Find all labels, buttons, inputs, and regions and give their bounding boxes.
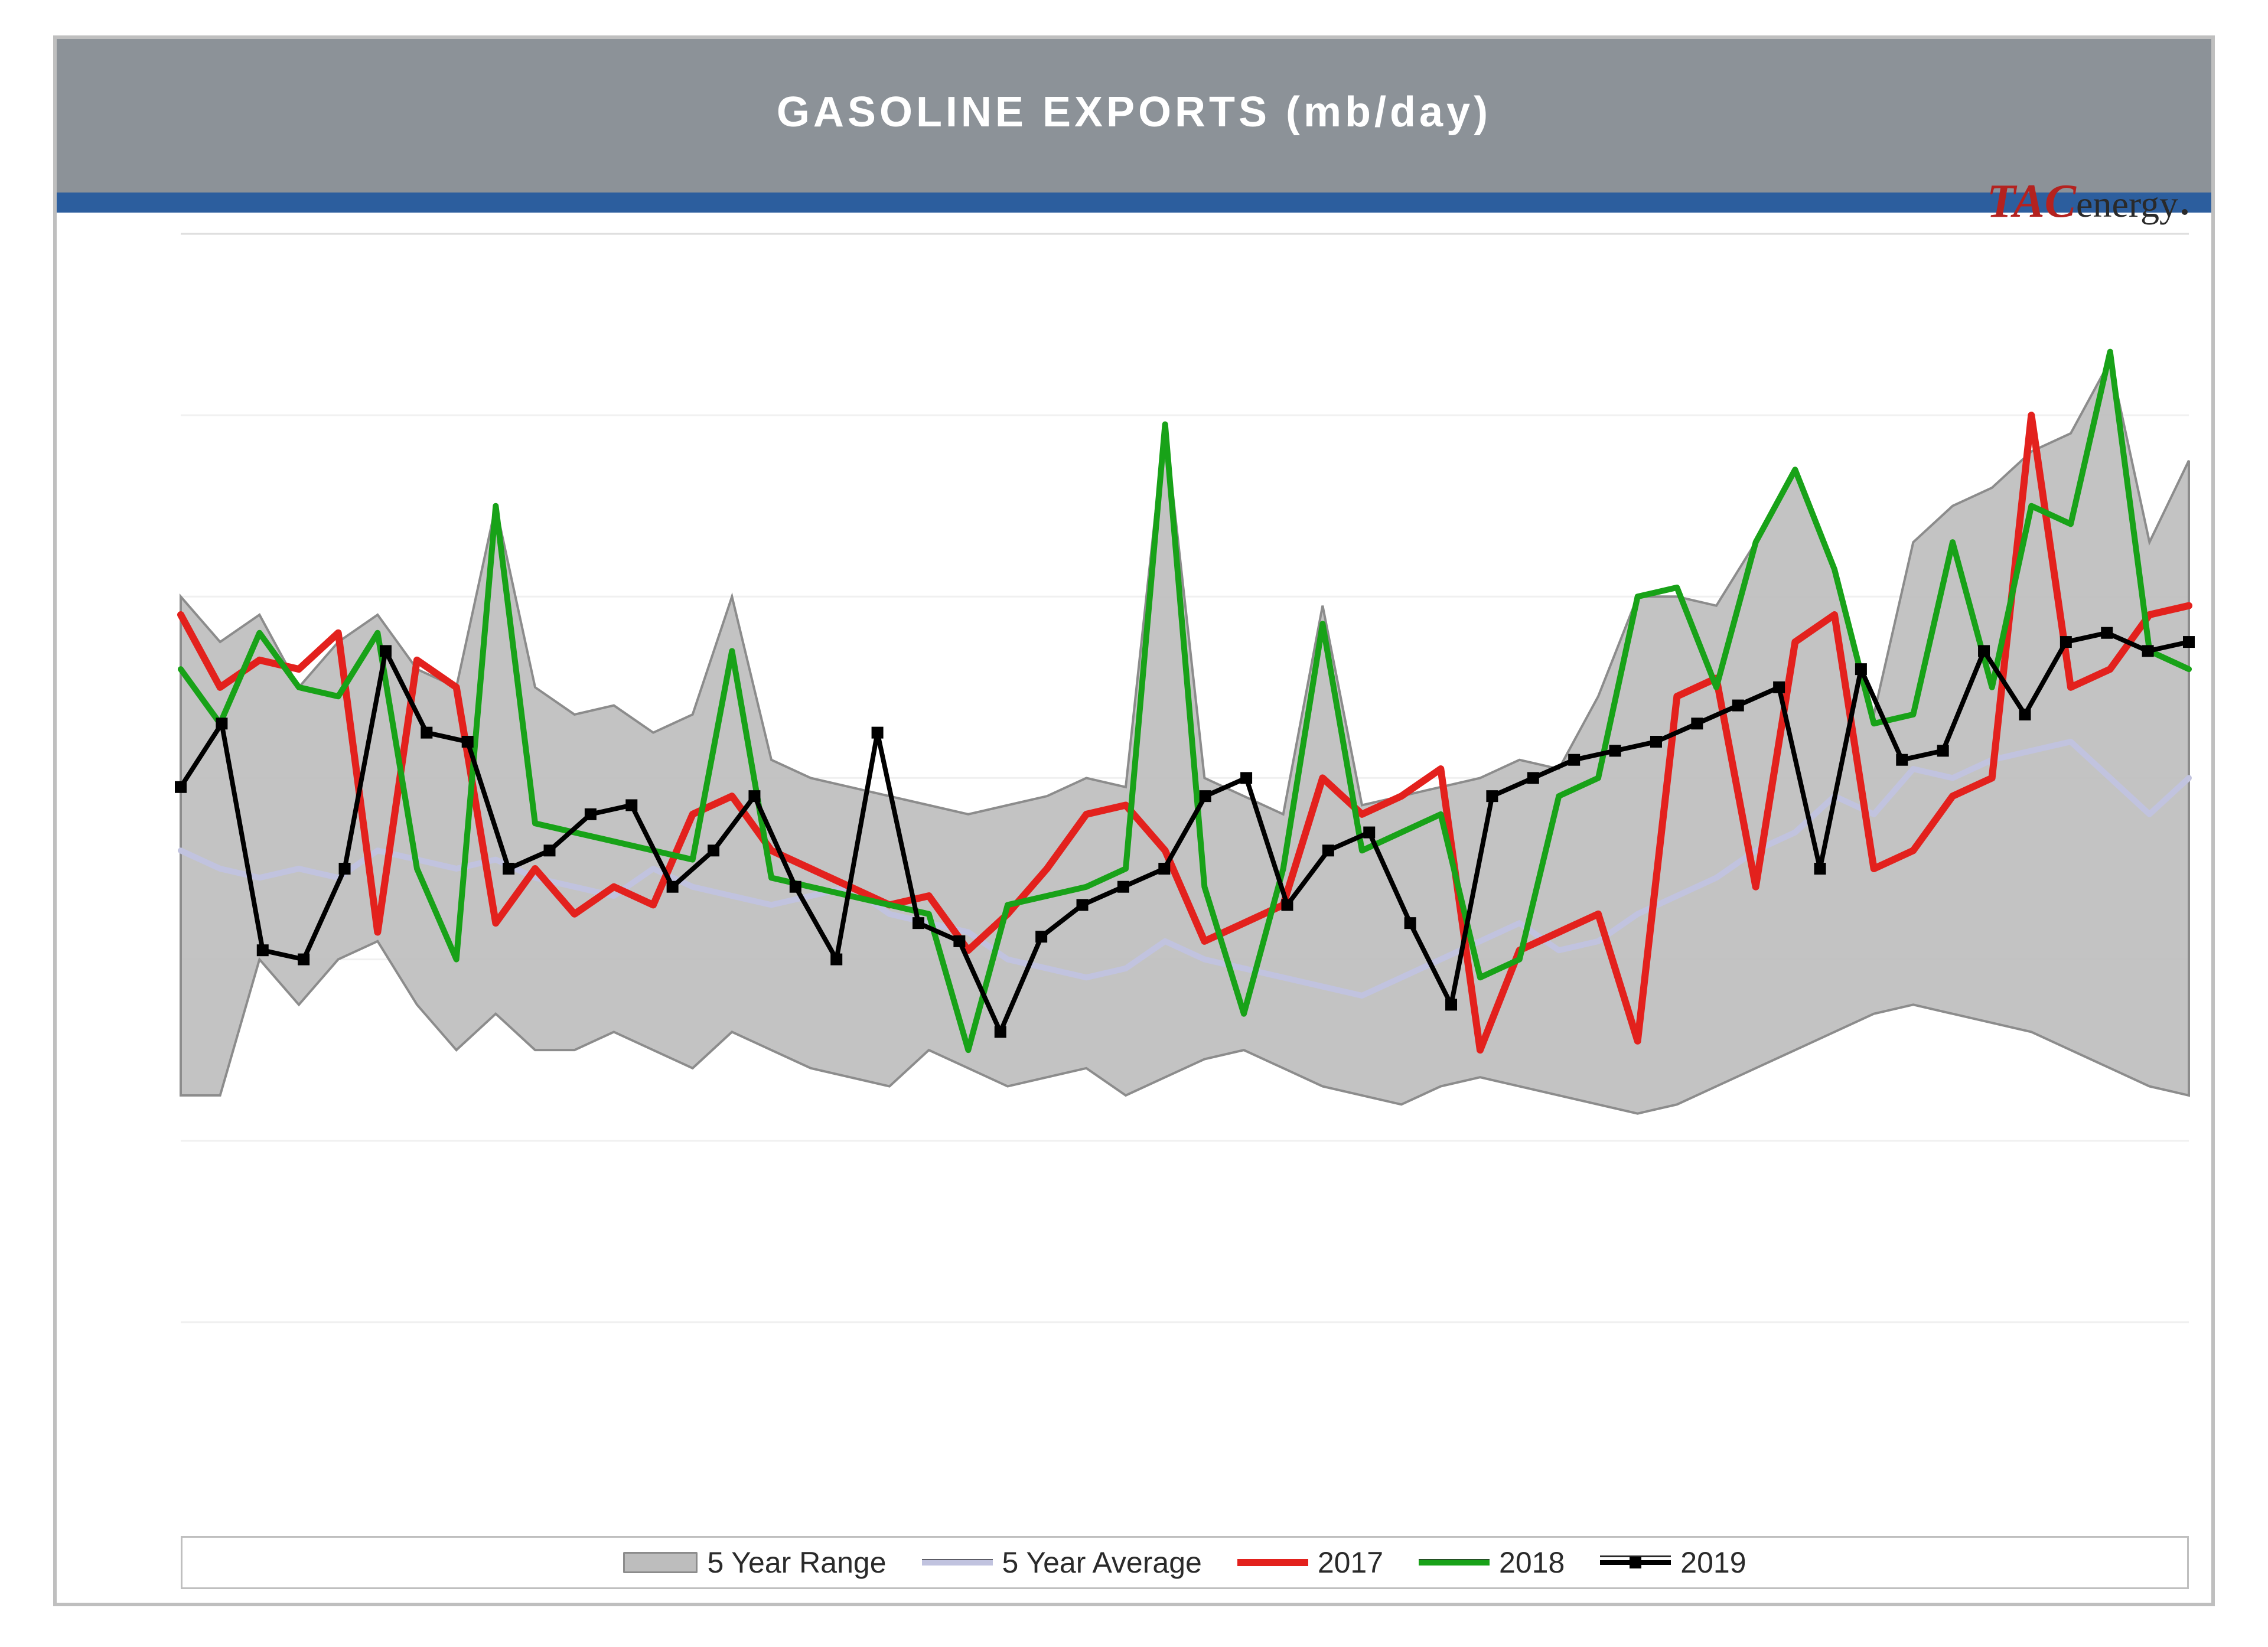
legend-swatch-avg bbox=[922, 1559, 993, 1566]
series-y2019-marker bbox=[1200, 790, 1211, 802]
series-y2019-marker bbox=[995, 1026, 1006, 1038]
series-y2019-marker bbox=[1814, 863, 1826, 875]
series-5yr-range bbox=[181, 361, 2189, 1114]
plot-area bbox=[181, 234, 2189, 1504]
legend-item-range: 5 Year Range bbox=[623, 1545, 886, 1580]
series-y2019-marker bbox=[1568, 754, 1580, 766]
series-y2019-marker bbox=[1937, 745, 1949, 756]
series-y2019-marker bbox=[748, 790, 760, 802]
legend-swatch-range bbox=[623, 1552, 698, 1573]
series-y2019-marker bbox=[790, 881, 801, 893]
series-y2019-marker bbox=[1609, 745, 1621, 756]
series-y2019-marker bbox=[708, 844, 719, 856]
legend-swatch-y2019 bbox=[1600, 1555, 1671, 1570]
series-y2019-marker bbox=[1445, 999, 1457, 1010]
series-y2019-marker bbox=[1486, 790, 1498, 802]
chart-card: GASOLINE EXPORTS (mb/day) TACenergy 5 Ye… bbox=[53, 35, 2215, 1606]
series-y2019-marker bbox=[1978, 645, 1990, 657]
series-y2019-marker bbox=[2142, 645, 2154, 657]
series-y2019-marker bbox=[503, 863, 514, 875]
legend-label-y2018: 2018 bbox=[1499, 1545, 1565, 1580]
series-y2019-marker bbox=[830, 954, 842, 966]
series-y2019-marker bbox=[543, 844, 555, 856]
legend: 5 Year Range 5 Year Average 2017 2018 2019 bbox=[181, 1536, 2189, 1589]
legend-item-y2019: 2019 bbox=[1600, 1545, 1746, 1580]
series-y2019-marker bbox=[421, 727, 432, 739]
series-y2019-marker bbox=[339, 863, 351, 875]
chart-title: GASOLINE EXPORTS (mb/day) bbox=[57, 91, 2211, 133]
series-y2019-marker bbox=[1732, 700, 1744, 712]
legend-label-y2017: 2017 bbox=[1318, 1545, 1383, 1580]
legend-label-range: 5 Year Range bbox=[707, 1545, 886, 1580]
series-y2019-marker bbox=[625, 800, 637, 811]
series-y2019-marker bbox=[2019, 709, 2031, 720]
series-y2019-marker bbox=[1896, 754, 1908, 766]
legend-label-avg: 5 Year Average bbox=[1002, 1545, 1202, 1580]
series-y2019-marker bbox=[380, 645, 392, 657]
series-y2019-marker bbox=[1281, 899, 1293, 911]
series-y2019-marker bbox=[2183, 636, 2195, 648]
series-y2019-marker bbox=[1773, 681, 1785, 693]
series-y2019-marker bbox=[462, 736, 474, 748]
series-y2019-marker bbox=[2060, 636, 2072, 648]
stage: GASOLINE EXPORTS (mb/day) TACenergy 5 Ye… bbox=[0, 0, 2268, 1647]
series-y2019-marker bbox=[953, 935, 965, 947]
legend-item-avg: 5 Year Average bbox=[922, 1545, 1202, 1580]
series-y2019-marker bbox=[872, 727, 884, 739]
series-y2019-marker bbox=[216, 717, 227, 729]
series-y2019-marker bbox=[257, 944, 269, 956]
series-y2019-marker bbox=[1405, 917, 1416, 929]
series-y2019-marker bbox=[1322, 844, 1334, 856]
header-rule bbox=[57, 193, 2211, 213]
series-y2019-marker bbox=[585, 808, 597, 820]
series-y2019-marker bbox=[298, 954, 309, 966]
series-y2019-marker bbox=[175, 781, 187, 793]
legend-swatch-y2018 bbox=[1419, 1559, 1490, 1566]
series-y2019-marker bbox=[1527, 772, 1539, 784]
series-y2019-marker bbox=[1158, 863, 1170, 875]
legend-item-y2017: 2017 bbox=[1237, 1545, 1383, 1580]
series-y2019-marker bbox=[1035, 931, 1047, 942]
series-y2019-marker bbox=[1117, 881, 1129, 893]
series-y2019-marker bbox=[1240, 772, 1252, 784]
series-y2019-marker bbox=[1650, 736, 1662, 748]
series-y2019-marker bbox=[1077, 899, 1089, 911]
legend-swatch-y2017 bbox=[1237, 1559, 1308, 1566]
header-band: GASOLINE EXPORTS (mb/day) TACenergy bbox=[57, 39, 2211, 193]
series-y2019-marker bbox=[1363, 827, 1375, 839]
series-y2019-marker bbox=[667, 881, 679, 893]
series-y2019-marker bbox=[1855, 663, 1867, 675]
series-y2019-marker bbox=[913, 917, 924, 929]
legend-label-y2019: 2019 bbox=[1680, 1545, 1746, 1580]
plot-svg bbox=[181, 234, 2189, 1504]
series-y2019-marker bbox=[2101, 627, 2113, 639]
series-y2019-marker bbox=[1691, 717, 1703, 729]
y-axis-ticks bbox=[57, 234, 175, 1504]
legend-item-y2018: 2018 bbox=[1419, 1545, 1565, 1580]
